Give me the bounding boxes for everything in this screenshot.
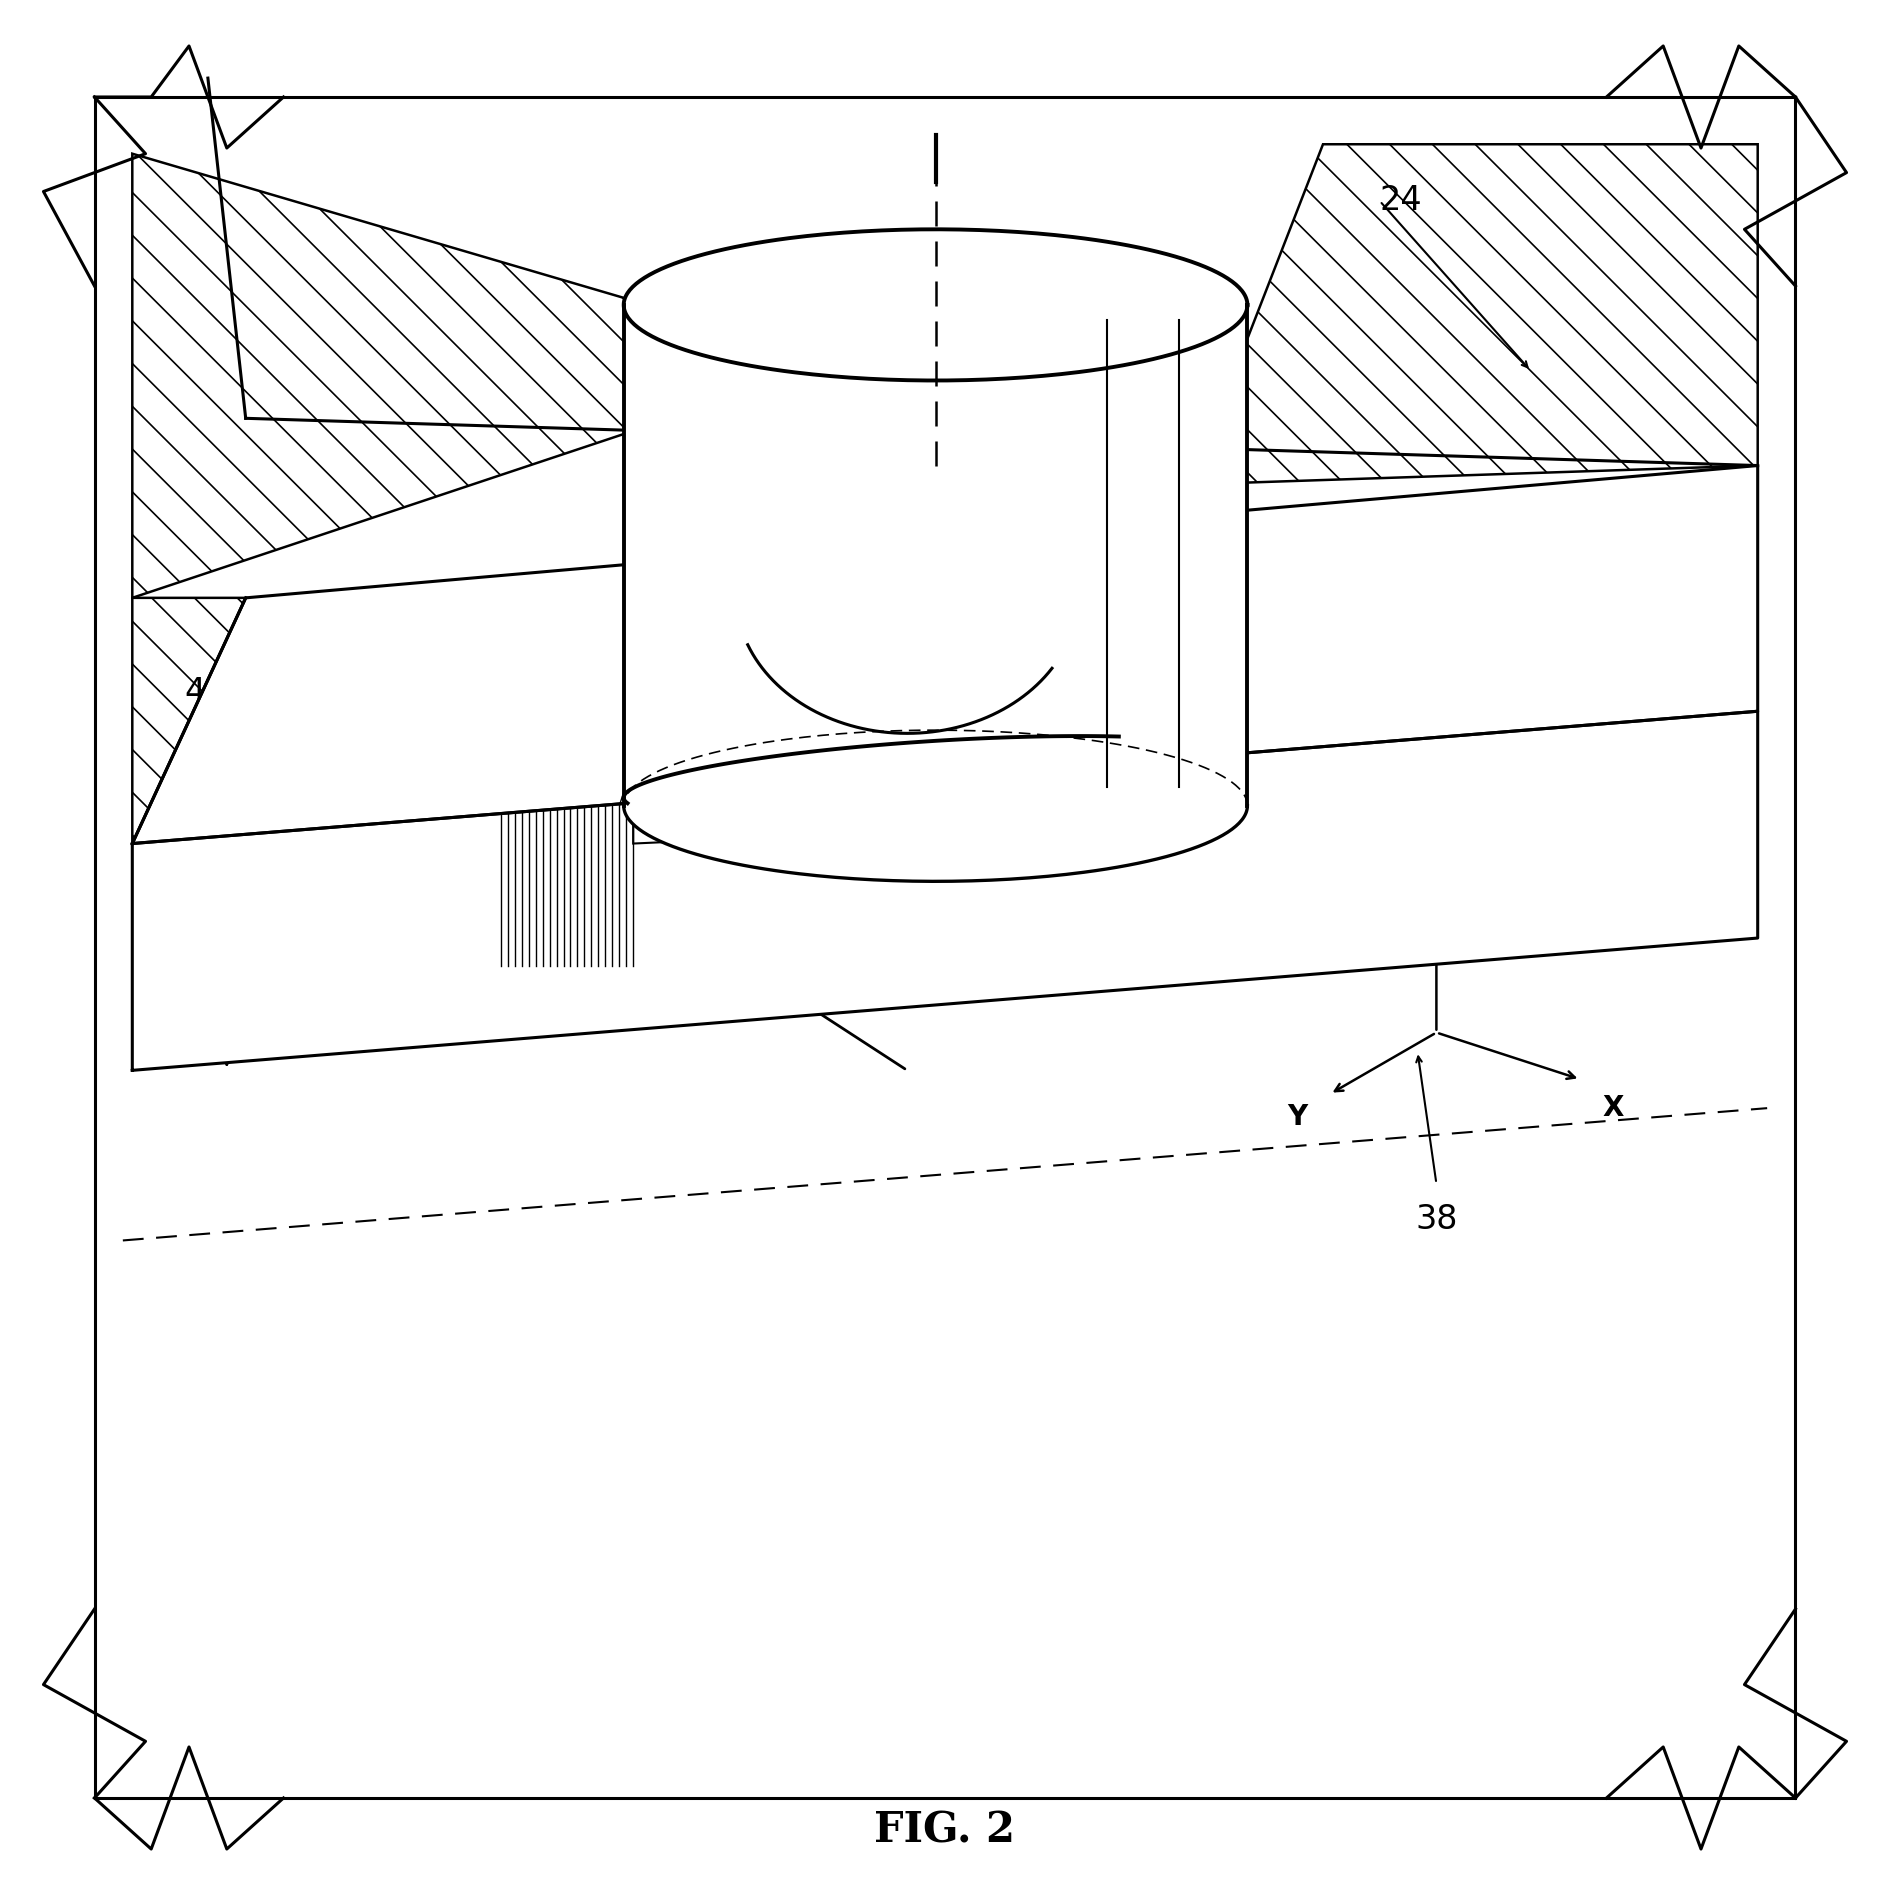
Polygon shape	[623, 305, 1247, 805]
Text: 40: 40	[1018, 705, 1060, 737]
Text: X: X	[1602, 1095, 1623, 1122]
Polygon shape	[1190, 144, 1757, 485]
Polygon shape	[132, 466, 1757, 843]
Text: 22: 22	[1030, 421, 1073, 453]
Text: Z: Z	[1458, 853, 1479, 881]
Text: 24: 24	[1379, 184, 1422, 218]
Text: Y: Y	[1286, 1103, 1307, 1131]
Polygon shape	[132, 711, 1757, 1071]
Ellipse shape	[623, 730, 1247, 881]
Polygon shape	[633, 739, 841, 843]
Ellipse shape	[623, 229, 1247, 381]
Text: 38: 38	[1415, 1203, 1456, 1236]
Text: 41: 41	[771, 383, 812, 415]
Text: FIG. 2: FIG. 2	[875, 1810, 1014, 1851]
Text: 42: 42	[567, 686, 610, 718]
Text: 44: 44	[185, 677, 227, 709]
Polygon shape	[132, 153, 841, 597]
Text: 48: 48	[1379, 620, 1421, 652]
Polygon shape	[132, 597, 246, 843]
Text: 46: 46	[261, 949, 302, 984]
